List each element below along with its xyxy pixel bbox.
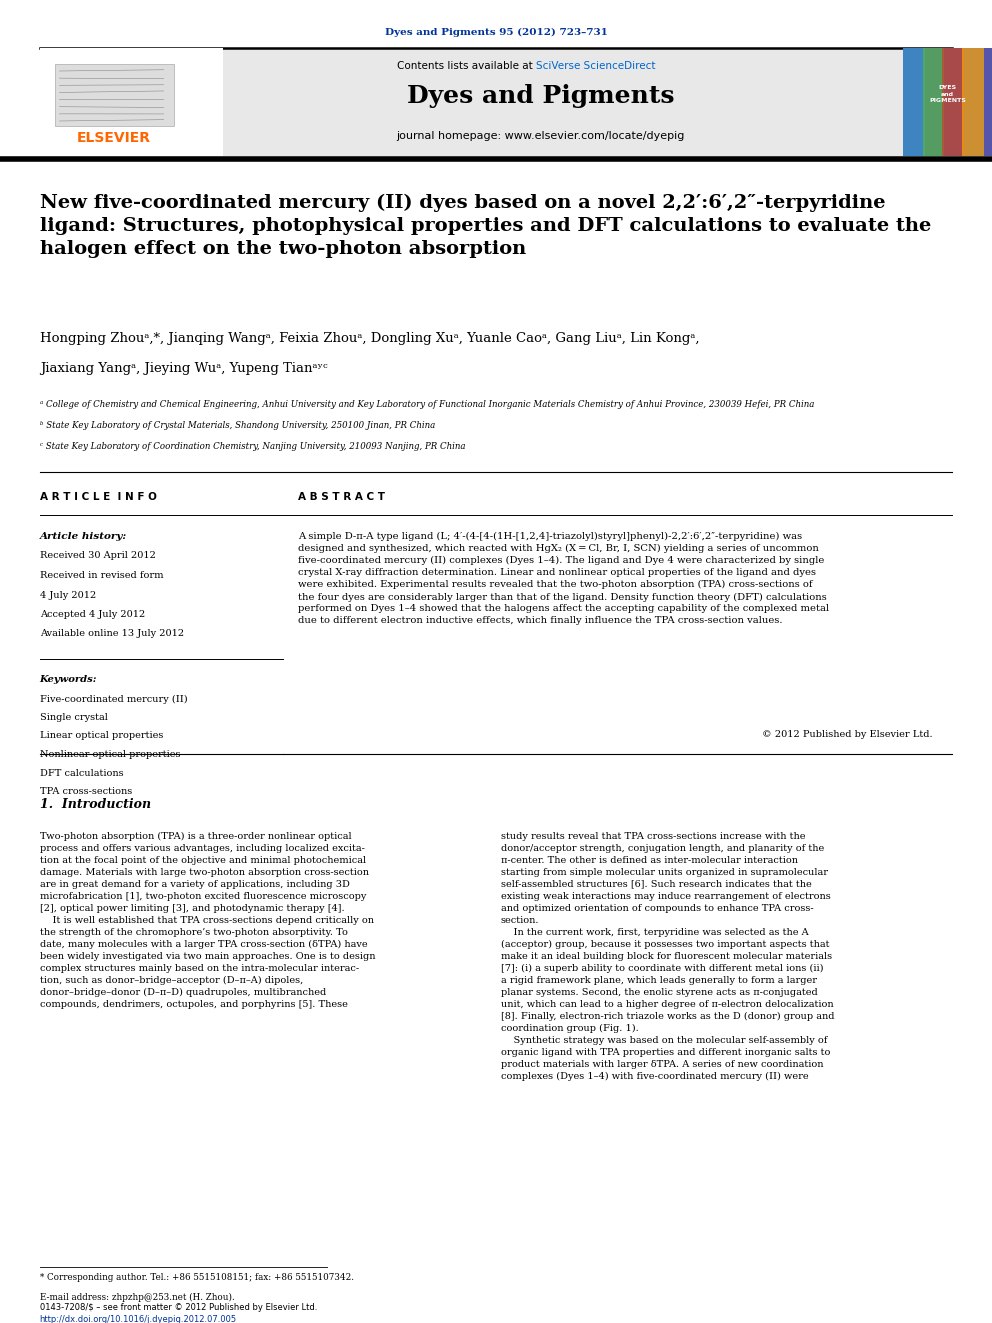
Text: DFT calculations: DFT calculations [40,769,123,778]
Text: Single crystal: Single crystal [40,713,107,722]
Text: Linear optical properties: Linear optical properties [40,732,163,741]
Text: A simple D-π-A type ligand (L; 4′-(4-[4-(1H-[1,2,4]-triazolyl)styryl]phenyl)-2,2: A simple D-π-A type ligand (L; 4′-(4-[4-… [298,532,829,626]
FancyBboxPatch shape [55,64,174,126]
Text: ELSEVIER: ELSEVIER [77,131,151,146]
FancyBboxPatch shape [962,48,984,156]
Text: ᵃ College of Chemistry and Chemical Engineering, Anhui University and Key Labora: ᵃ College of Chemistry and Chemical Engi… [40,400,814,409]
Text: Available online 13 July 2012: Available online 13 July 2012 [40,630,184,639]
Text: A R T I C L E  I N F O: A R T I C L E I N F O [40,492,157,501]
Text: Received in revised form: Received in revised form [40,572,163,579]
Text: ᶜ State Key Laboratory of Coordination Chemistry, Nanjing University, 210093 Nan: ᶜ State Key Laboratory of Coordination C… [40,442,465,451]
FancyBboxPatch shape [40,48,903,156]
Text: Received 30 April 2012: Received 30 April 2012 [40,552,156,561]
Text: 4 July 2012: 4 July 2012 [40,590,96,599]
Text: Keywords:: Keywords: [40,675,97,684]
Text: 1.  Introduction: 1. Introduction [40,798,151,811]
FancyBboxPatch shape [40,48,223,156]
Text: Five-coordinated mercury (II): Five-coordinated mercury (II) [40,695,187,704]
Text: * Corresponding author. Tel.: +86 5515108151; fax: +86 5515107342.: * Corresponding author. Tel.: +86 551510… [40,1273,354,1282]
Text: ᵇ State Key Laboratory of Crystal Materials, Shandong University, 250100 Jinan, : ᵇ State Key Laboratory of Crystal Materi… [40,421,434,430]
Text: Two-photon absorption (TPA) is a three-order nonlinear optical
process and offer: Two-photon absorption (TPA) is a three-o… [40,832,375,1009]
Text: Article history:: Article history: [40,532,127,541]
Text: New five-coordinated mercury (II) dyes based on a novel 2,2′:6′,2″-terpyridine
l: New five-coordinated mercury (II) dyes b… [40,194,930,258]
FancyBboxPatch shape [903,48,925,156]
Text: © 2012 Published by Elsevier Ltd.: © 2012 Published by Elsevier Ltd. [762,730,932,740]
Text: journal homepage: www.elsevier.com/locate/dyepig: journal homepage: www.elsevier.com/locat… [397,131,684,142]
Text: Hongping Zhouᵃ,*, Jianqing Wangᵃ, Feixia Zhouᵃ, Dongling Xuᵃ, Yuanle Caoᵃ, Gang : Hongping Zhouᵃ,*, Jianqing Wangᵃ, Feixia… [40,332,699,345]
Text: 0143-7208/$ – see front matter © 2012 Published by Elsevier Ltd.: 0143-7208/$ – see front matter © 2012 Pu… [40,1303,317,1312]
FancyBboxPatch shape [923,48,944,156]
Text: SciVerse ScienceDirect: SciVerse ScienceDirect [536,61,655,71]
Text: Jiaxiang Yangᵃ, Jieying Wuᵃ, Yupeng Tianᵃʸᶜ: Jiaxiang Yangᵃ, Jieying Wuᵃ, Yupeng Tian… [40,363,327,374]
FancyBboxPatch shape [942,48,964,156]
Text: DYES
and
PIGMENTS: DYES and PIGMENTS [929,85,966,103]
Text: Accepted 4 July 2012: Accepted 4 July 2012 [40,610,145,619]
Text: Dyes and Pigments 95 (2012) 723–731: Dyes and Pigments 95 (2012) 723–731 [385,28,607,37]
Text: TPA cross-sections: TPA cross-sections [40,787,132,796]
FancyBboxPatch shape [903,48,992,156]
Text: Contents lists available at: Contents lists available at [397,61,536,71]
Text: Nonlinear optical properties: Nonlinear optical properties [40,750,181,759]
Text: Dyes and Pigments: Dyes and Pigments [407,83,675,108]
Text: study results reveal that TPA cross-sections increase with the
donor/acceptor st: study results reveal that TPA cross-sect… [501,832,834,1081]
Text: http://dx.doi.org/10.1016/j.dyepig.2012.07.005: http://dx.doi.org/10.1016/j.dyepig.2012.… [40,1315,237,1323]
Text: E-mail address: zhpzhp@253.net (H. Zhou).: E-mail address: zhpzhp@253.net (H. Zhou)… [40,1293,234,1302]
Text: A B S T R A C T: A B S T R A C T [298,492,385,501]
